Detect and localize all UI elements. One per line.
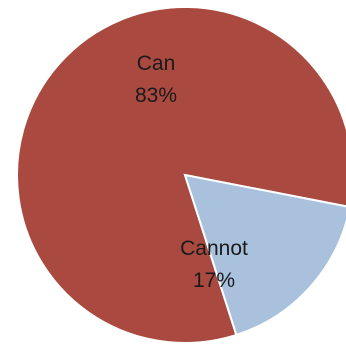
slice-label-cannot: Cannot	[180, 237, 248, 260]
pie-slices	[16, 6, 346, 344]
slice-label-can: Can	[137, 52, 176, 75]
slice-percent-cannot: 17%	[193, 269, 235, 292]
slice-percent-can: 83%	[135, 84, 177, 107]
pie-slice-can	[16, 6, 346, 344]
pie-labels: Can 83% Cannot 17%	[135, 52, 248, 292]
pie-slice-cannot	[183, 173, 346, 337]
